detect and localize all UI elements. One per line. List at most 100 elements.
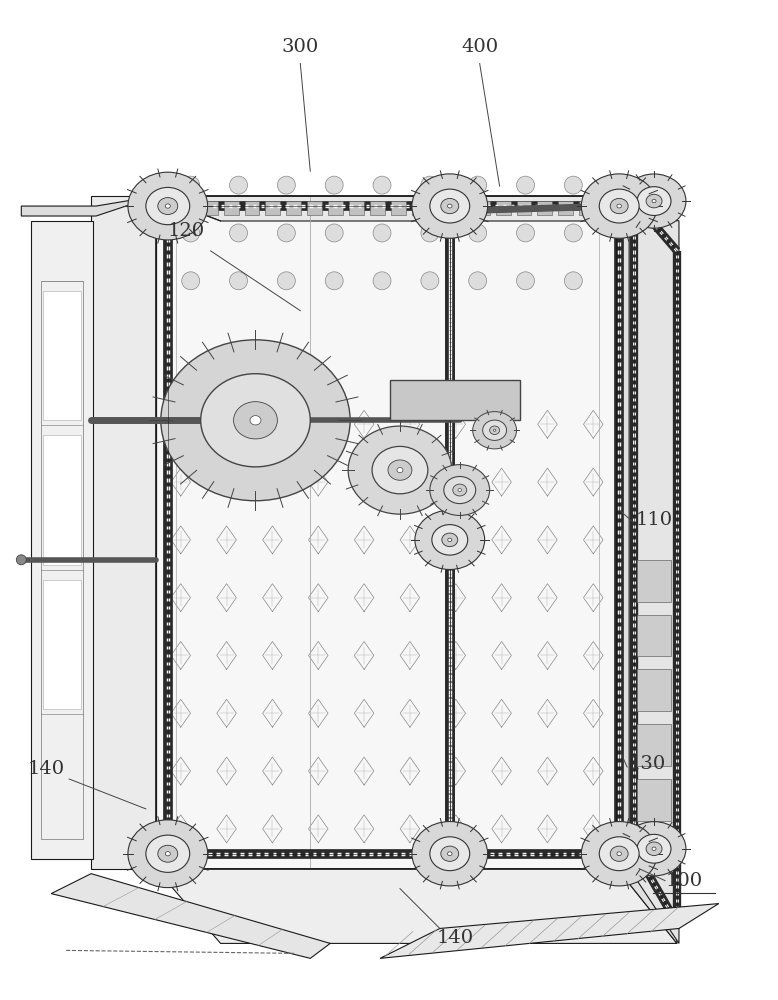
- Polygon shape: [51, 874, 330, 958]
- Ellipse shape: [165, 204, 170, 208]
- Polygon shape: [391, 201, 406, 215]
- Polygon shape: [637, 779, 671, 821]
- Ellipse shape: [599, 837, 639, 871]
- Circle shape: [517, 224, 534, 242]
- Circle shape: [373, 176, 391, 194]
- Polygon shape: [265, 201, 280, 215]
- Polygon shape: [286, 201, 301, 215]
- Circle shape: [564, 176, 582, 194]
- Ellipse shape: [412, 174, 488, 238]
- Text: 110: 110: [636, 511, 673, 529]
- Ellipse shape: [201, 374, 310, 467]
- Ellipse shape: [128, 820, 208, 888]
- Ellipse shape: [482, 420, 506, 440]
- Ellipse shape: [412, 822, 488, 886]
- Polygon shape: [349, 201, 364, 215]
- Circle shape: [421, 176, 439, 194]
- Text: 130: 130: [629, 755, 666, 773]
- Polygon shape: [161, 201, 176, 215]
- Ellipse shape: [646, 842, 662, 856]
- Ellipse shape: [646, 194, 662, 208]
- Polygon shape: [31, 221, 93, 859]
- Polygon shape: [380, 904, 719, 958]
- Ellipse shape: [581, 822, 657, 886]
- Ellipse shape: [458, 489, 461, 492]
- Polygon shape: [559, 201, 573, 215]
- Polygon shape: [637, 669, 671, 711]
- Ellipse shape: [441, 846, 459, 861]
- Polygon shape: [182, 201, 197, 215]
- Polygon shape: [580, 201, 594, 215]
- Circle shape: [278, 224, 296, 242]
- Text: 300: 300: [282, 38, 319, 56]
- Ellipse shape: [441, 198, 459, 214]
- Ellipse shape: [652, 847, 656, 850]
- Polygon shape: [637, 724, 671, 766]
- Text: 120: 120: [167, 222, 205, 240]
- Circle shape: [182, 176, 200, 194]
- Circle shape: [468, 176, 487, 194]
- Circle shape: [421, 272, 439, 290]
- Ellipse shape: [599, 189, 639, 223]
- Ellipse shape: [430, 465, 489, 515]
- Ellipse shape: [158, 198, 177, 215]
- Polygon shape: [390, 380, 520, 420]
- Circle shape: [230, 272, 247, 290]
- Polygon shape: [496, 201, 510, 215]
- Ellipse shape: [432, 525, 468, 555]
- Circle shape: [373, 224, 391, 242]
- Polygon shape: [44, 291, 81, 420]
- Ellipse shape: [388, 460, 412, 480]
- Ellipse shape: [617, 204, 622, 208]
- Ellipse shape: [622, 822, 686, 876]
- Polygon shape: [44, 580, 81, 709]
- Ellipse shape: [233, 402, 278, 439]
- Ellipse shape: [430, 189, 470, 223]
- Ellipse shape: [489, 426, 499, 434]
- Polygon shape: [202, 201, 218, 215]
- Ellipse shape: [652, 199, 656, 203]
- Polygon shape: [244, 201, 260, 215]
- Ellipse shape: [250, 416, 261, 425]
- Ellipse shape: [581, 174, 657, 238]
- Circle shape: [325, 224, 343, 242]
- Ellipse shape: [473, 412, 517, 449]
- Polygon shape: [44, 435, 81, 565]
- Polygon shape: [433, 201, 448, 215]
- Ellipse shape: [617, 852, 622, 856]
- Ellipse shape: [158, 845, 177, 862]
- Circle shape: [468, 224, 487, 242]
- Ellipse shape: [637, 187, 671, 215]
- Polygon shape: [156, 869, 677, 943]
- Circle shape: [564, 224, 582, 242]
- Ellipse shape: [161, 340, 350, 501]
- Ellipse shape: [145, 187, 190, 225]
- Polygon shape: [156, 196, 677, 221]
- Ellipse shape: [610, 198, 628, 214]
- Ellipse shape: [637, 834, 671, 863]
- Ellipse shape: [165, 852, 170, 856]
- Polygon shape: [370, 201, 385, 215]
- Polygon shape: [454, 201, 468, 215]
- Circle shape: [468, 272, 487, 290]
- Circle shape: [182, 224, 200, 242]
- Circle shape: [564, 272, 582, 290]
- Ellipse shape: [348, 426, 452, 514]
- Polygon shape: [91, 196, 156, 869]
- Ellipse shape: [145, 835, 190, 872]
- Circle shape: [230, 224, 247, 242]
- Circle shape: [278, 272, 296, 290]
- Circle shape: [517, 272, 534, 290]
- Ellipse shape: [443, 476, 475, 504]
- Circle shape: [517, 176, 534, 194]
- Ellipse shape: [493, 429, 496, 431]
- Text: 100: 100: [665, 872, 703, 890]
- Ellipse shape: [448, 538, 452, 542]
- Text: 400: 400: [461, 38, 498, 56]
- Circle shape: [325, 272, 343, 290]
- Ellipse shape: [442, 533, 457, 547]
- Circle shape: [373, 272, 391, 290]
- Text: 140: 140: [28, 760, 65, 778]
- Circle shape: [421, 224, 439, 242]
- Polygon shape: [629, 196, 679, 943]
